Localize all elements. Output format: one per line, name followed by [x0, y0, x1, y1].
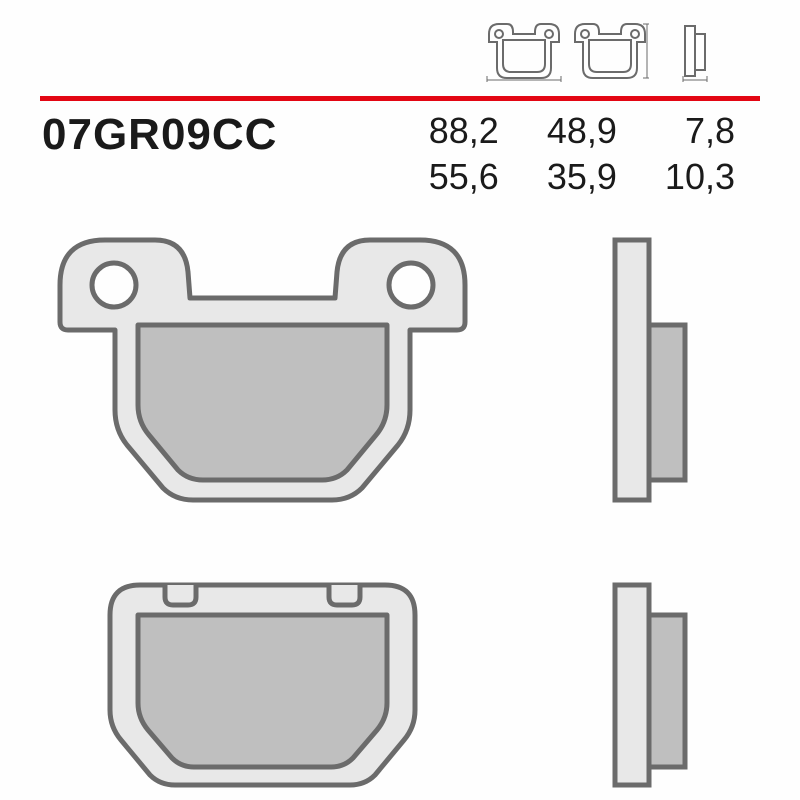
dim-value: 48,9: [547, 110, 617, 152]
dim-value: 88,2: [429, 110, 499, 152]
bottom-pad-side: [615, 585, 685, 785]
dimensions-block: 88,2 55,6 48,9 35,9 7,8 10,3: [429, 110, 735, 198]
mini-diagram-3: [657, 20, 735, 82]
mini-diagram-1: [485, 20, 563, 82]
bottom-pad-front: [110, 585, 415, 785]
red-separator-line: [40, 96, 760, 101]
dim-value: 10,3: [665, 156, 735, 198]
brake-pad-drawing: [50, 230, 750, 800]
header-mini-diagrams: [485, 20, 735, 82]
dim-value: 35,9: [547, 156, 617, 198]
part-number: 07GR09CC: [42, 110, 277, 160]
main-diagrams: [50, 230, 750, 800]
dim-col-3: 7,8 10,3: [665, 110, 735, 198]
top-pad-side: [615, 240, 685, 500]
top-pad-front: [60, 240, 465, 500]
dim-col-2: 48,9 35,9: [547, 110, 617, 198]
dim-value: 7,8: [685, 110, 735, 152]
dim-value: 55,6: [429, 156, 499, 198]
mini-diagram-2: [571, 20, 649, 82]
dim-col-1: 88,2 55,6: [429, 110, 499, 198]
data-row: 07GR09CC 88,2 55,6 48,9 35,9 7,8 10,3: [42, 110, 735, 198]
